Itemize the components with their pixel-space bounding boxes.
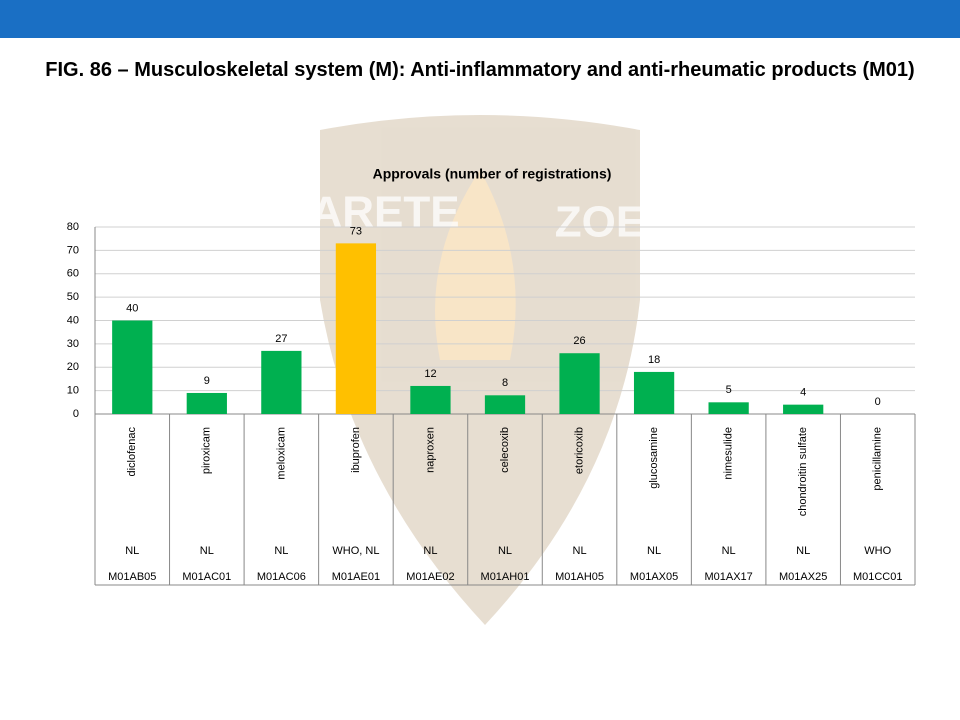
code-label: M01AX25	[779, 571, 827, 583]
source-label: NL	[722, 545, 736, 557]
code-label: M01AE01	[332, 571, 380, 583]
bar	[708, 402, 749, 414]
top-bar	[0, 0, 960, 38]
x-tick-label: ibuprofen	[350, 427, 362, 473]
x-tick-label: etoricoxib	[573, 427, 585, 474]
bar	[112, 320, 153, 414]
y-tick-label: 0	[73, 408, 79, 420]
y-tick-label: 60	[67, 268, 79, 280]
bar	[335, 243, 377, 414]
source-label: NL	[796, 545, 810, 557]
y-tick-label: 10	[67, 385, 79, 397]
y-tick-label: 20	[67, 361, 79, 373]
watermark	[320, 115, 640, 625]
shield	[320, 115, 640, 625]
data-label: 26	[573, 335, 585, 347]
x-tick-label: glucosamine	[648, 427, 660, 489]
data-label: 9	[204, 375, 210, 387]
x-tick-label: nimesulide	[723, 427, 735, 480]
code-label: M01AC06	[257, 571, 306, 583]
x-tick-label: piroxicam	[201, 427, 213, 474]
data-label: 0	[875, 396, 881, 408]
code-label: M01AH01	[481, 571, 530, 583]
bar	[559, 353, 600, 414]
code-label: M01AC01	[182, 571, 231, 583]
source-label: NL	[647, 545, 661, 557]
code-label: M01AX05	[630, 571, 678, 583]
source-label: NL	[200, 545, 214, 557]
data-label: 27	[275, 333, 287, 345]
data-label: 4	[800, 387, 806, 399]
x-tick-label: chondroitin sulfate	[797, 427, 809, 516]
page-heading: FIG. 86 – Musculoskeletal system (M): An…	[45, 59, 915, 81]
bar	[783, 404, 824, 414]
logo-word: ZOE	[555, 198, 645, 247]
code-label: M01CC01	[853, 571, 903, 583]
code-label: M01AE02	[406, 571, 454, 583]
y-tick-label: 50	[67, 291, 79, 303]
logo-word: ARETE	[310, 188, 459, 237]
y-tick-label: 30	[67, 338, 79, 350]
y-tick-label: 70	[67, 244, 79, 256]
code-label: M01AB05	[108, 571, 156, 583]
code-label: M01AH05	[555, 571, 604, 583]
bar	[261, 350, 302, 414]
code-label: M01AX17	[704, 571, 752, 583]
bar	[484, 395, 526, 414]
source-label: NL	[498, 545, 512, 557]
data-label: 8	[502, 377, 508, 389]
y-tick-label: 80	[67, 221, 79, 233]
source-label: NL	[125, 545, 139, 557]
bar	[186, 392, 227, 414]
x-tick-label: celecoxib	[499, 427, 511, 473]
bar	[633, 371, 675, 414]
source-label: NL	[573, 545, 587, 557]
x-tick-label: naproxen	[424, 427, 436, 473]
x-tick-label: meloxicam	[275, 427, 287, 480]
x-tick-label: penicillamine	[872, 427, 884, 491]
data-label: 73	[350, 225, 362, 237]
x-tick-label: diclofenac	[126, 427, 138, 477]
y-tick-label: 40	[67, 314, 79, 326]
bar	[410, 385, 451, 414]
chart-title: Approvals (number of registrations)	[373, 166, 612, 182]
source-label: NL	[423, 545, 437, 557]
data-label: 18	[648, 354, 660, 366]
data-label: 40	[126, 302, 138, 314]
source-label: WHO	[864, 545, 891, 557]
flame	[435, 170, 516, 360]
data-label: 5	[726, 384, 732, 396]
source-label: WHO, NL	[332, 545, 379, 557]
source-label: NL	[274, 545, 288, 557]
data-label: 12	[424, 368, 436, 380]
